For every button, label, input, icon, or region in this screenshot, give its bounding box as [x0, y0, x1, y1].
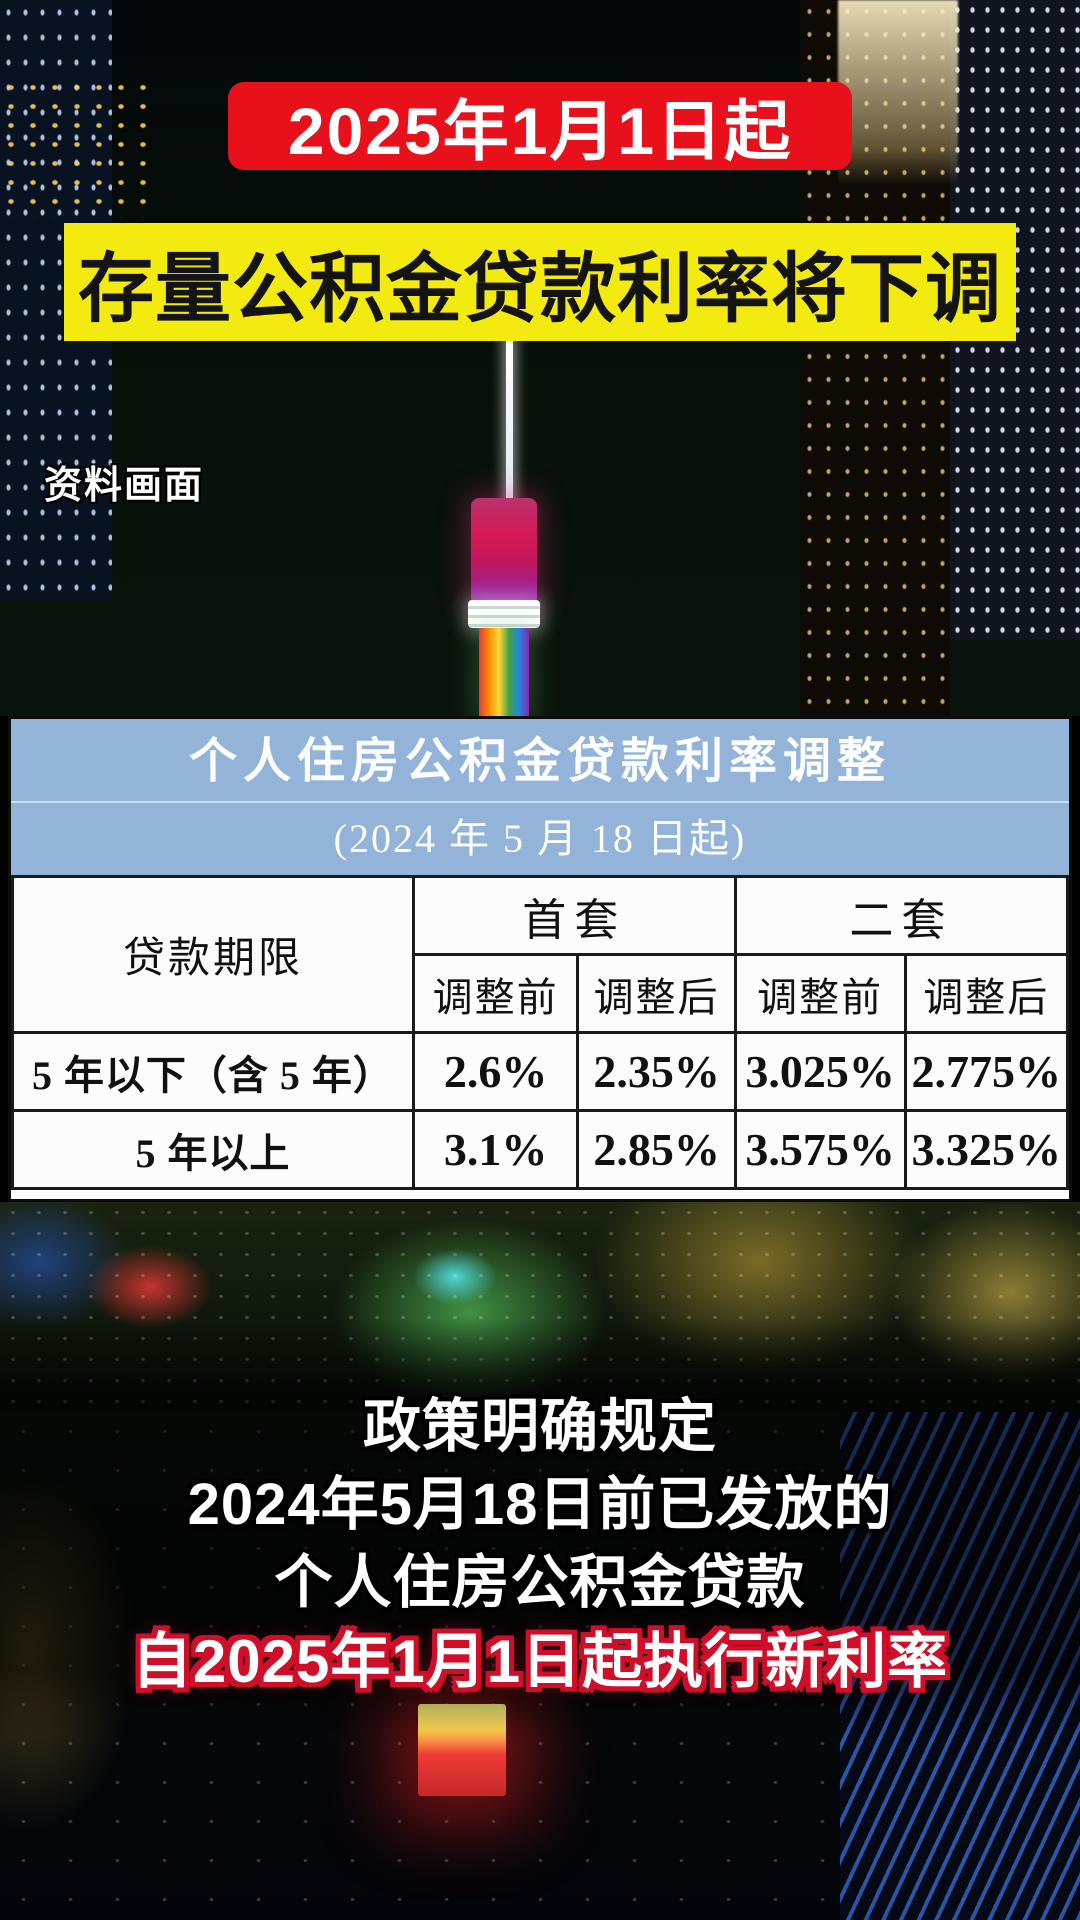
rate-table-title: 个人住房公积金贷款利率调整: [188, 735, 891, 788]
cell-term-under5: 5 年以下（含 5 年）: [11, 1031, 415, 1112]
cell-term-over5: 5 年以上: [11, 1109, 415, 1190]
headline-title-text: 存量公积金贷款利率将下调: [78, 247, 1002, 332]
caption-line-1: 政策明确规定: [362, 1394, 717, 1459]
canton-tower-rainbow-base: [479, 628, 529, 716]
col-header-first-before: 调整前: [411, 953, 580, 1034]
cell-under5-second-before: 3.025%: [733, 1031, 907, 1112]
cell-over5-second-before: 3.575%: [733, 1109, 907, 1190]
canton-tower-top: [471, 498, 537, 602]
headline-date-text: 2025年1月1日起: [287, 94, 793, 168]
caption-shade-overlay: [0, 1318, 1080, 1738]
cell-under5-first-after: 2.35%: [576, 1031, 737, 1112]
col-header-term: 贷款期限: [11, 875, 415, 1034]
cell-over5-first-before: 3.1%: [411, 1109, 580, 1190]
col-header-second-after: 调整后: [903, 953, 1069, 1034]
table-row: 5 年以上 3.1% 2.85% 3.575% 3.325%: [11, 1109, 1069, 1190]
rate-table: 个人住房公积金贷款利率调整 (2024 年 5 月 18 日起) 贷款期限 首套…: [8, 716, 1072, 1202]
col-header-second-before: 调整前: [733, 953, 907, 1034]
col-header-second-home: 二套: [733, 875, 1070, 956]
caption-block: 政策明确规定 2024年5月18日前已发放的 个人住房公积金贷款 自2025年1…: [0, 1388, 1080, 1702]
canton-tower-antenna: [506, 338, 513, 506]
table-row-subheaders: 调整前 调整后 调整前 调整后: [13, 953, 1069, 1034]
cell-under5-first-before: 2.6%: [411, 1031, 580, 1112]
table-row-groups: 贷款期限 首套 二套: [11, 875, 1070, 1034]
cell-over5-second-after: 3.325%: [903, 1109, 1069, 1190]
table-row: 5 年以下（含 5 年） 2.6% 2.35% 3.025% 2.775%: [11, 1031, 1069, 1112]
rate-table-header: 个人住房公积金贷款利率调整 (2024 年 5 月 18 日起): [11, 719, 1069, 875]
headline-title-banner: 存量公积金贷款利率将下调: [64, 223, 1016, 341]
rate-table-subtitle: (2024 年 5 月 18 日起): [333, 816, 747, 861]
col-header-first-after: 调整后: [576, 953, 737, 1034]
headline-date-banner: 2025年1月1日起: [228, 82, 852, 170]
caption-line-4-highlight: 自2025年1月1日起执行新利率: [131, 1628, 949, 1695]
gold-lights-left: [0, 78, 150, 218]
rate-table-grid: 贷款期限 首套 二套 调整前 调整后 调整前 调整后 5 年以下（含 5 年） …: [11, 875, 1070, 1190]
canton-tower-rings: [468, 600, 540, 628]
archive-footage-label: 资料画面: [44, 465, 205, 507]
cell-over5-first-after: 2.85%: [576, 1109, 737, 1190]
caption-line-3: 个人住房公积金贷款: [274, 1550, 806, 1615]
cell-under5-second-after: 2.775%: [903, 1031, 1069, 1112]
rate-table-divider: [11, 801, 1069, 803]
caption-line-2: 2024年5月18日前已发放的: [187, 1472, 893, 1537]
bright-tower-top-right: [838, 0, 958, 185]
col-header-first-home: 首套: [411, 875, 737, 956]
